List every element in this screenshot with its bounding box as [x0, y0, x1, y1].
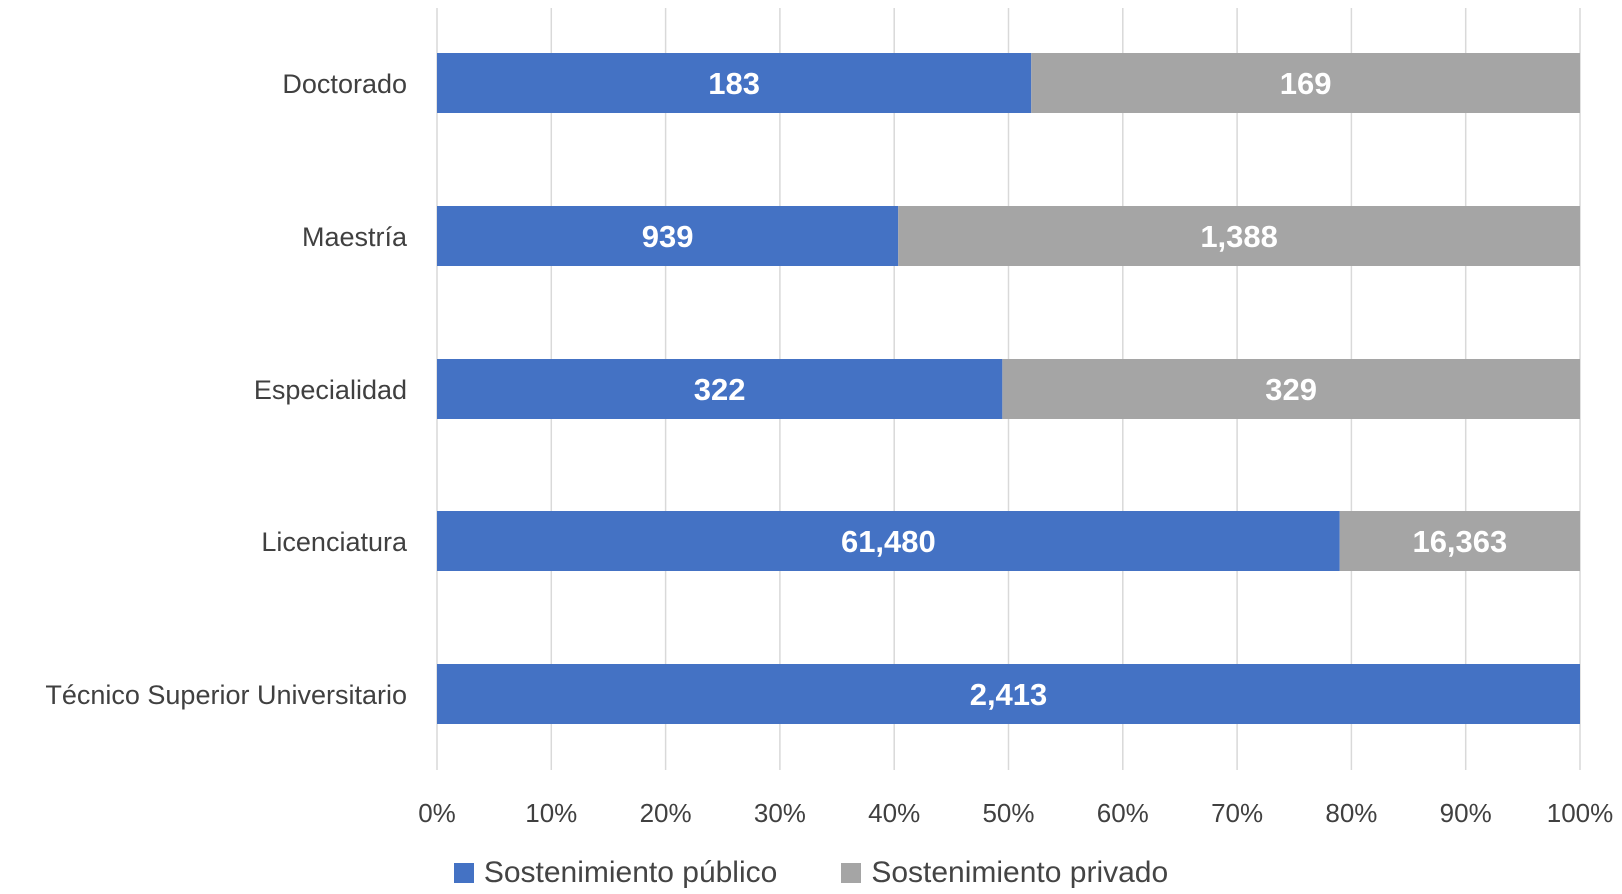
chart-plot: 183 169 Doctorado 939 1,388 Maestría 322 329 Esp…: [45, 8, 1614, 828]
x-tick-label: 30%: [754, 798, 806, 828]
data-label: 183: [708, 66, 760, 101]
legend-swatch-public: [453, 863, 474, 883]
x-tick-label: 60%: [1097, 798, 1149, 828]
legend-label-private: Sostenimiento privado: [871, 856, 1169, 889]
legend-label-public: Sostenimiento público: [483, 856, 778, 889]
bar-segment-private: [1002, 359, 1580, 419]
x-tick-label: 90%: [1440, 798, 1492, 828]
x-tick-label: 70%: [1211, 798, 1263, 828]
category-label: Maestría: [302, 222, 408, 252]
bar-segment-private: [898, 206, 1580, 266]
category-label: Doctorado: [282, 69, 407, 99]
legend-item-public: Sostenimiento público: [453, 856, 778, 890]
bar-segment-private: [1031, 53, 1580, 113]
x-tick-label: 50%: [982, 798, 1034, 828]
category-label: Licenciatura: [261, 527, 408, 557]
x-tick-label: 0%: [418, 798, 456, 828]
bar-segment-public: [437, 511, 1340, 571]
data-label: 329: [1265, 372, 1317, 407]
bar-segment-public: [437, 664, 1580, 724]
chart-legend: Sostenimiento público Sostenimiento priv…: [0, 852, 1622, 894]
bar-segment-public: [437, 359, 1003, 419]
data-label: 16,363: [1412, 524, 1507, 559]
x-tick-label: 40%: [868, 798, 920, 828]
data-label: 61,480: [841, 524, 936, 559]
legend-swatch-private: [841, 863, 862, 883]
bar-segment-public: [437, 53, 1032, 113]
bar-segment-private: [1339, 511, 1580, 571]
data-label: 1,388: [1200, 219, 1278, 254]
data-label: 0: [1586, 677, 1603, 712]
data-label: 169: [1280, 66, 1332, 101]
bar-segment-public: [437, 206, 899, 266]
legend-item-private: Sostenimiento privado: [841, 856, 1168, 890]
x-tick-label: 80%: [1325, 798, 1377, 828]
x-tick-label: 100%: [1547, 798, 1614, 828]
data-label: 322: [694, 372, 746, 407]
category-label: Técnico Superior Universitario: [45, 680, 407, 710]
category-label: Especialidad: [254, 375, 407, 405]
x-tick-label: 20%: [640, 798, 692, 828]
data-label: 2,413: [970, 677, 1048, 712]
x-tick-label: 10%: [525, 798, 577, 828]
data-label: 939: [642, 219, 694, 254]
